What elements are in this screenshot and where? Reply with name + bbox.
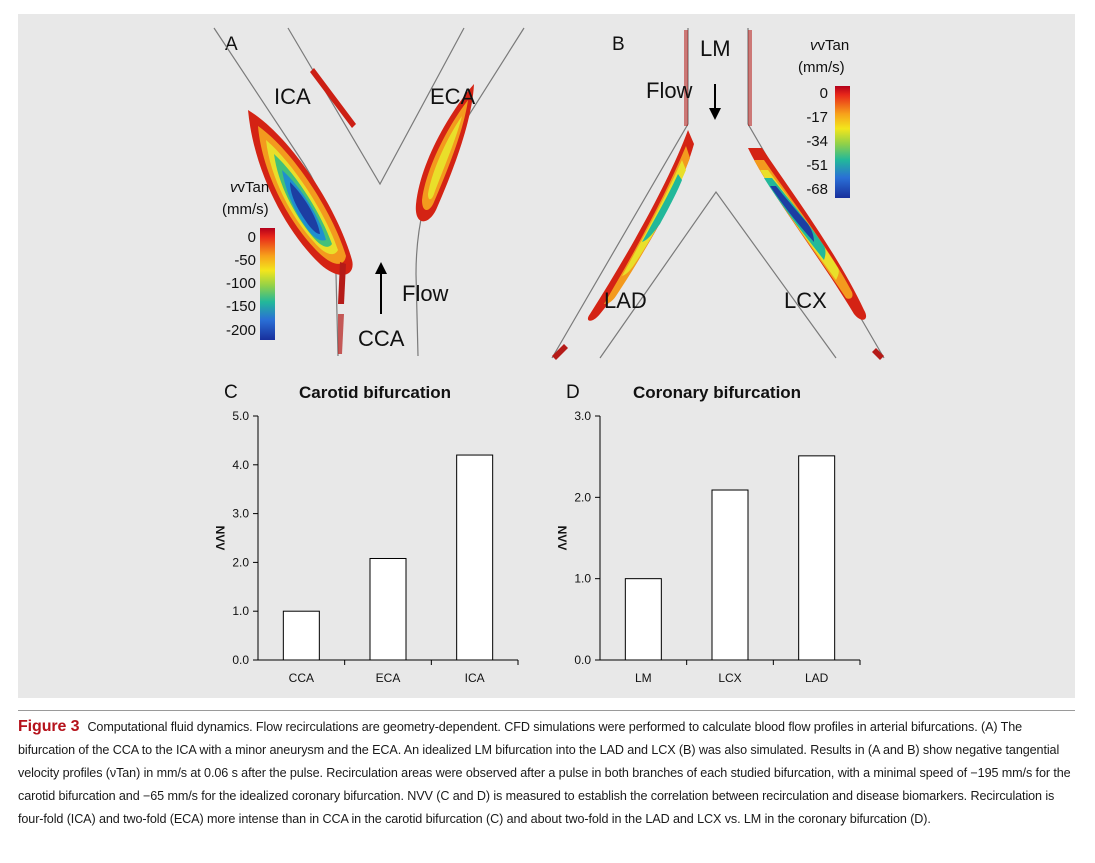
colorbar-b-tick: 0 bbox=[820, 85, 828, 102]
lcx-label: LCX bbox=[784, 288, 827, 313]
y-axis-label: NVV bbox=[213, 526, 227, 551]
x-tick-label: ICA bbox=[465, 671, 485, 685]
lm-wall-speckle bbox=[684, 30, 752, 126]
y-tick-label: 2.0 bbox=[574, 490, 591, 504]
flow-arrow-b bbox=[709, 84, 721, 120]
eca-label: ECA bbox=[430, 84, 476, 109]
ica-label: ICA bbox=[274, 84, 311, 109]
colorbar-b-unit: (mm/s) bbox=[798, 59, 845, 76]
x-tick-label: ECA bbox=[376, 671, 401, 685]
colorbar-a-unit: (mm/s) bbox=[222, 201, 269, 218]
caption-divider bbox=[18, 710, 1075, 711]
colorbar-a-tick: -100 bbox=[226, 275, 256, 292]
lcx-recirculation-field bbox=[748, 148, 884, 360]
lm-label: LM bbox=[700, 36, 731, 61]
y-tick-label: 4.0 bbox=[232, 458, 249, 472]
flow-arrow-a bbox=[375, 262, 387, 314]
panel-b-letter: B bbox=[612, 34, 625, 55]
figure-caption: Figure 3 Computational fluid dynamics. Fl… bbox=[18, 715, 1078, 831]
colorbar-a: vvTan (mm/s) 0 -50 -100 -150 -200 bbox=[222, 179, 275, 340]
x-tick-label: LAD bbox=[805, 671, 829, 685]
ica-recirculation-field bbox=[248, 68, 356, 354]
colorbar-a-tick: 0 bbox=[248, 229, 256, 246]
chart-carotid-bifurcation: C Carotid bifurcation 0.0 1.0 2.0 3.0 4.0 5.0… bbox=[213, 382, 519, 685]
chart-coronary-bifurcation: D Coronary bifurcation 0.0 1.0 2.0 3.0 NVV LM… bbox=[555, 382, 861, 685]
y-tick-label: 3.0 bbox=[232, 507, 249, 521]
bar-cca bbox=[282, 610, 320, 661]
colorbar-a-title: vvTan bbox=[230, 179, 269, 196]
caption-label: Figure 3 bbox=[18, 718, 80, 735]
chart-d-bars bbox=[624, 455, 836, 661]
chart-d-labels: 0.0 1.0 2.0 3.0 NVV LM LCX LAD bbox=[555, 409, 829, 685]
colorbar-a-scale bbox=[260, 228, 275, 340]
colorbar-b-title: vvTan bbox=[810, 37, 849, 54]
panel-c-letter: C bbox=[224, 382, 238, 403]
colorbar-a-tick: -150 bbox=[226, 298, 256, 315]
y-axis-label: NVV bbox=[555, 526, 569, 551]
bar-lad bbox=[798, 455, 836, 661]
figure-graphic: A bbox=[213, 27, 885, 685]
bar-ica bbox=[456, 454, 494, 661]
y-tick-label: 1.0 bbox=[232, 604, 249, 618]
y-tick-label: 3.0 bbox=[574, 409, 591, 423]
bar-lm bbox=[624, 578, 662, 661]
chart-d-title: Coronary bifurcation bbox=[633, 383, 801, 402]
colorbar-b-tick: -34 bbox=[806, 133, 828, 150]
colorbar-b-scale bbox=[835, 86, 850, 198]
panel-b: B bbox=[551, 28, 885, 360]
bar-eca bbox=[369, 557, 407, 661]
colorbar-a-tick: -50 bbox=[234, 252, 256, 269]
panel-a-letter: A bbox=[225, 34, 238, 55]
chart-c-bars bbox=[282, 454, 494, 661]
lad-label: LAD bbox=[604, 288, 647, 313]
y-tick-label: 1.0 bbox=[574, 572, 591, 586]
x-tick-label: LCX bbox=[718, 671, 741, 685]
chart-c-title: Carotid bifurcation bbox=[299, 383, 451, 402]
colorbar-b-title-text: vTan bbox=[818, 37, 850, 54]
colorbar-a-tick: -200 bbox=[226, 322, 256, 339]
x-tick-label: CCA bbox=[289, 671, 314, 685]
y-tick-label: 5.0 bbox=[232, 409, 249, 423]
panel-d-letter: D bbox=[566, 382, 580, 403]
figure-panel: A bbox=[18, 14, 1075, 698]
cca-label: CCA bbox=[358, 326, 405, 351]
chart-c-labels: 0.0 1.0 2.0 3.0 4.0 5.0 NVV CCA ECA ICA bbox=[213, 409, 485, 685]
colorbar-b-tick: -68 bbox=[806, 181, 828, 198]
x-tick-label: LM bbox=[635, 671, 652, 685]
flow-label-a: Flow bbox=[402, 281, 449, 306]
y-tick-label: 0.0 bbox=[232, 653, 249, 667]
y-tick-label: 0.0 bbox=[574, 653, 591, 667]
flow-label-b: Flow bbox=[646, 78, 693, 103]
panel-a: A bbox=[213, 27, 525, 357]
y-tick-label: 2.0 bbox=[232, 555, 249, 569]
caption-text: Computational fluid dynamics. Flow recir… bbox=[18, 720, 1071, 826]
lad-recirculation-field bbox=[552, 130, 694, 360]
eca-recirculation-field bbox=[415, 84, 474, 222]
colorbar-b-tick: -17 bbox=[806, 109, 828, 126]
bar-lcx bbox=[711, 489, 749, 661]
colorbar-a-title-text: vTan bbox=[238, 179, 270, 196]
colorbar-b: vvTan (mm/s) 0 -17 -34 -51 -68 bbox=[798, 37, 850, 198]
colorbar-b-tick: -51 bbox=[806, 157, 828, 174]
